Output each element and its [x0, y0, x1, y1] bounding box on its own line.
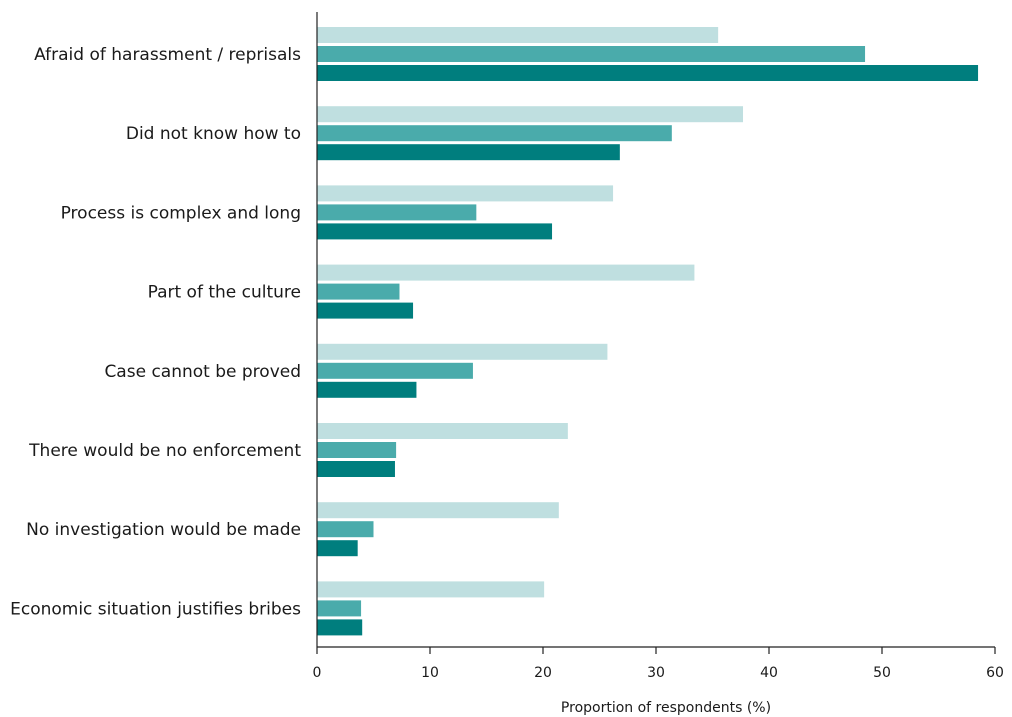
bar-3-series-3	[317, 223, 553, 240]
bar-2-series-2	[317, 125, 672, 142]
category-labels: Afraid of harassment / reprisals Did not …	[10, 45, 301, 619]
bar-6-series-1	[317, 423, 568, 439]
category-label: No investigation would be made	[26, 520, 301, 540]
x-tick-label: 20	[534, 665, 552, 681]
x-tick-label: 30	[647, 665, 665, 681]
bar-4-series-3	[317, 302, 414, 319]
bar-6-series-3	[317, 461, 395, 477]
bar-8-series-2	[317, 600, 362, 617]
category-label: Economic situation justifies bribes	[10, 599, 301, 619]
bar-4-series-1	[317, 264, 695, 281]
bar-5-series-2	[317, 362, 473, 379]
bar-2-series-3	[317, 144, 620, 161]
x-tick-label: 50	[873, 665, 891, 681]
bar-3-series-1	[317, 185, 614, 202]
bar-2-series-1	[317, 106, 744, 123]
x-axis-title: Proportion of respondents (%)	[561, 700, 771, 716]
category-label: Process is complex and long	[61, 203, 301, 223]
bar-1-series-1	[317, 27, 719, 43]
bar-8-series-1	[317, 581, 545, 598]
category-label: Case cannot be proved	[104, 362, 301, 382]
bar-5-series-1	[317, 343, 608, 360]
bar-5-series-3	[317, 381, 417, 398]
x-axis-ticks: 0 10 20 30 40 50 60	[313, 647, 1004, 681]
bar-6-series-2	[317, 442, 397, 458]
bar-3-series-2	[317, 204, 477, 221]
x-tick-label: 40	[760, 665, 778, 681]
bar-4-series-2	[317, 283, 400, 300]
x-tick-label: 0	[313, 665, 322, 681]
x-tick-label: 10	[421, 665, 439, 681]
bar-8-series-3	[317, 619, 363, 636]
bar-1-series-3	[317, 65, 979, 81]
x-tick-label: 60	[986, 665, 1004, 681]
bars-group	[317, 27, 979, 636]
bar-7-series-1	[317, 502, 559, 519]
bar-7-series-3	[317, 540, 358, 557]
bar-1-series-2	[317, 46, 866, 62]
category-label: There would be no enforcement	[28, 441, 301, 461]
category-label: Part of the culture	[148, 283, 301, 303]
bar-7-series-2	[317, 521, 374, 538]
category-label: Afraid of harassment / reprisals	[34, 45, 301, 65]
category-label: Did not know how to	[126, 124, 301, 144]
